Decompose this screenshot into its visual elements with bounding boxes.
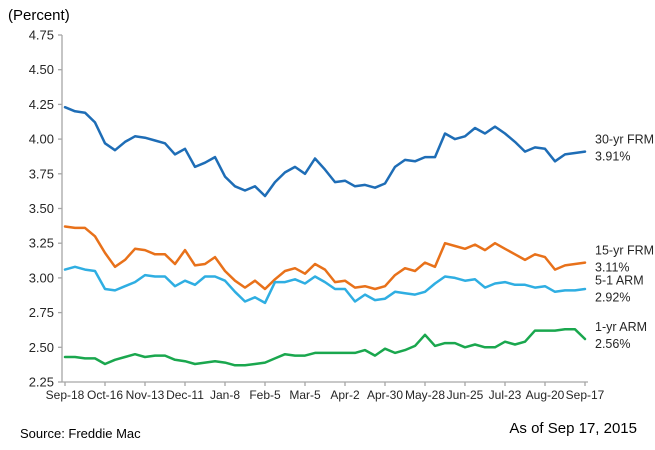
source-note: Source: Freddie Mac: [20, 426, 141, 441]
series-line-1-yr-arm: [63, 328, 587, 367]
x-tick-label: Apr-2: [330, 388, 360, 402]
x-tick-label: Nov-13: [126, 388, 165, 402]
y-axis-title: (Percent): [8, 7, 70, 24]
y-tick-label: 3.25: [29, 236, 54, 251]
series-value-label: 3.11%: [595, 261, 630, 275]
y-tick-label: 3.00: [29, 270, 54, 285]
x-tick-label: Jan-8: [210, 388, 240, 402]
series-name-label: 15-yr FRM: [595, 244, 654, 258]
x-tick-label: Apr-30: [367, 388, 403, 402]
y-tick-label: 4.75: [29, 28, 54, 43]
x-tick-label: Jul-23: [489, 388, 522, 402]
series-name-label: 30-yr FRM: [595, 133, 654, 147]
y-tick-label: 4.25: [29, 97, 54, 112]
y-tick-label: 3.50: [29, 201, 54, 216]
x-tick-label: Feb-5: [249, 388, 281, 402]
y-tick-label: 4.00: [29, 132, 54, 147]
series-line-15-yr-frm: [63, 225, 587, 291]
series-line-5-1-arm: [63, 265, 587, 305]
y-tick-label: 4.50: [29, 62, 54, 77]
y-tick-label: 2.50: [29, 340, 54, 355]
x-tick-label: Dec-11: [166, 388, 204, 402]
series-value-label: 2.56%: [595, 337, 630, 351]
x-tick-label: Oct-16: [87, 388, 123, 402]
as-of-date: As of Sep 17, 2015: [509, 420, 637, 437]
series-line-30-yr-frm: [63, 105, 587, 198]
x-tick-label: Sep-18: [46, 388, 85, 402]
series-name-label: 1-yr ARM: [595, 320, 647, 334]
y-tick-label: 2.25: [29, 375, 54, 390]
x-tick-label: Mar-5: [289, 388, 321, 402]
y-tick-label: 3.75: [29, 166, 54, 181]
series-value-label: 2.92%: [595, 291, 630, 305]
series-name-label: 5-1 ARM: [595, 274, 644, 288]
series-value-label: 3.91%: [595, 150, 630, 164]
x-tick-label: Jun-25: [447, 388, 484, 402]
y-tick-label: 2.75: [29, 305, 54, 320]
x-tick-label: May-28: [405, 388, 445, 402]
x-tick-label: Sep-17: [566, 388, 605, 402]
x-tick-label: Aug-20: [526, 388, 565, 402]
